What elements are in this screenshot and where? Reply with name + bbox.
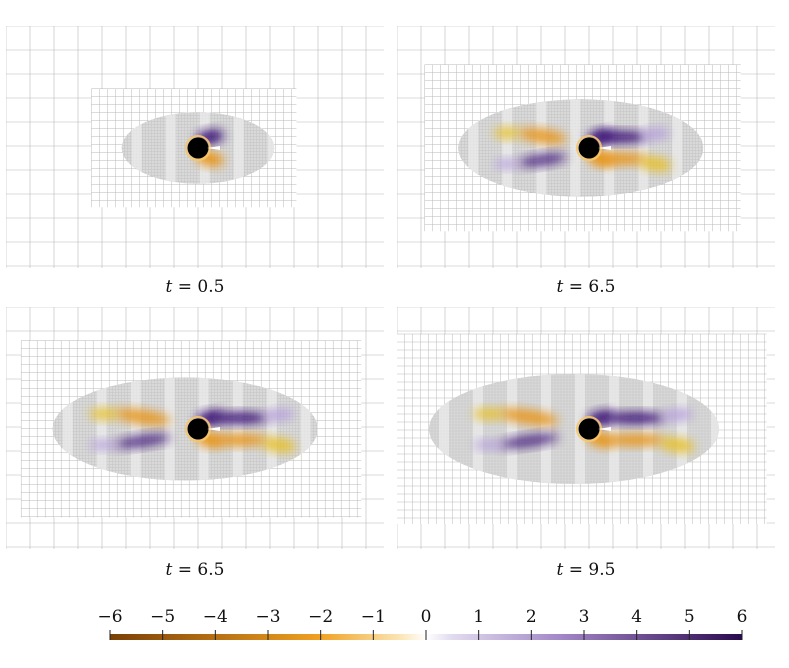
time-variable: t: [165, 560, 173, 580]
time-value: 6.5: [588, 277, 616, 297]
colorbar-tick-label: −5: [150, 607, 175, 627]
mesh-field-1: [6, 26, 384, 268]
mesh-field-4: [397, 307, 775, 549]
colorbar-tick-label: 3: [579, 607, 590, 627]
colorbar-tick-label: 5: [684, 607, 695, 627]
colorbar-tick-label: −2: [308, 607, 333, 627]
simulation-panel-1: [6, 26, 384, 268]
obstacle-cylinder: [187, 418, 209, 440]
time-variable: t: [165, 277, 173, 297]
equals-sign: =: [172, 277, 198, 297]
vorticity-field: [493, 127, 672, 172]
refined-mesh-region: [429, 374, 719, 484]
time-label-4: t = 9.5: [397, 560, 775, 580]
time-value: 9.5: [588, 560, 616, 580]
time-value: 0.5: [197, 277, 225, 297]
obstacle-cylinder: [578, 418, 600, 440]
colorbar-tick-label: 1: [473, 607, 484, 627]
time-label-2: t = 6.5: [397, 277, 775, 297]
time-variable: t: [556, 277, 564, 297]
colorbar-tick-label: 0: [421, 607, 432, 627]
colorbar-tick-label: −1: [361, 607, 386, 627]
colorbar-tick-label: 2: [526, 607, 537, 627]
vorticity-colorbar: −6 −5 −4 −3 −2 −1 0 1 2 3 4 5 6: [97, 607, 748, 640]
time-variable: t: [556, 560, 564, 580]
colorbar-tick-label: 4: [631, 607, 642, 627]
colorbar-tick-label: −6: [97, 607, 122, 627]
equals-sign: =: [563, 560, 589, 580]
vorticity-field: [88, 408, 297, 453]
vorticity-field: [473, 408, 695, 453]
obstacle-cylinder: [578, 137, 600, 159]
obstacle-cylinder: [187, 137, 209, 159]
time-label-1: t = 0.5: [6, 277, 384, 297]
simulation-panel-3: [6, 307, 384, 549]
time-label-3: t = 6.5: [6, 560, 384, 580]
equals-sign: =: [563, 277, 589, 297]
colorbar-tick-label: 6: [737, 607, 748, 627]
colorbar-tick-label: −4: [203, 607, 228, 627]
colorbar-tick-label: −3: [255, 607, 280, 627]
mesh-field-2: [397, 26, 775, 268]
time-value: 6.5: [197, 560, 225, 580]
equals-sign: =: [172, 560, 198, 580]
simulation-panel-2: [397, 26, 775, 268]
mesh-field-3: [6, 307, 384, 549]
simulation-panel-4: [397, 307, 775, 549]
